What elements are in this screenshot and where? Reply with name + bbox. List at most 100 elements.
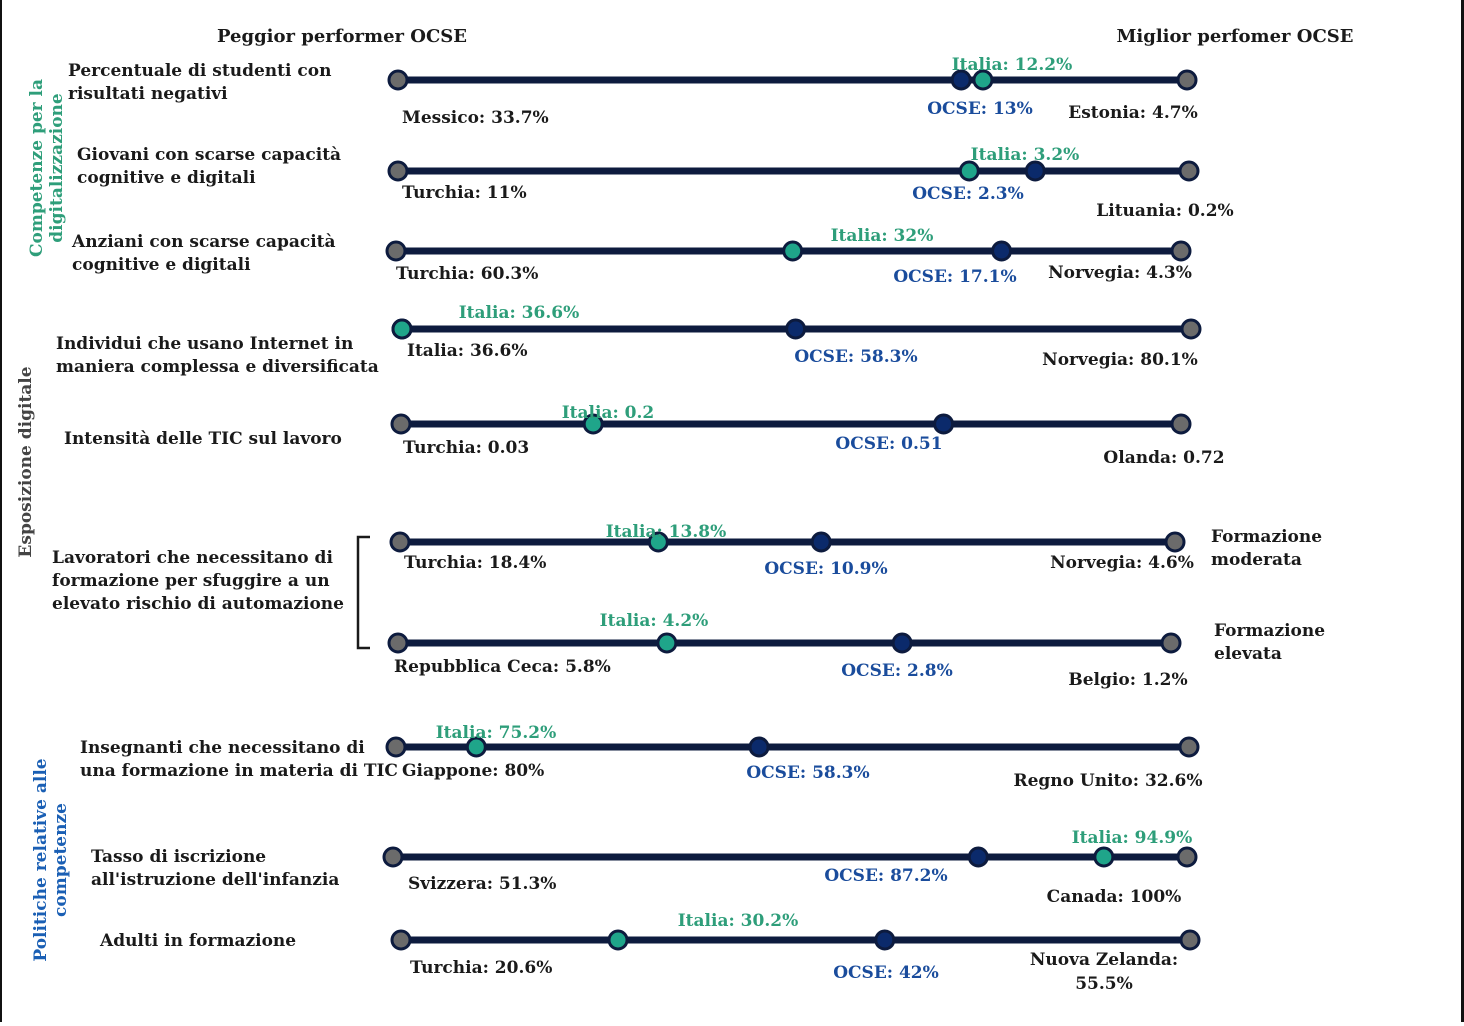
best-point <box>1176 846 1198 868</box>
chart-row: Percentuale di studenti con risultati neg… <box>68 55 1198 128</box>
oecd-point <box>874 929 896 951</box>
row-label: Insegnanti che necessitano di <box>80 738 365 758</box>
chart-row: Adulti in formazione Turchia: 20.6% Nuova … <box>99 911 1201 994</box>
group-label: moderata <box>1211 550 1302 570</box>
section-labels: Competenze per la digitalizzazione Esposiz… <box>16 79 71 962</box>
chart-row: Individui che usano Internet in maniera c… <box>56 303 1202 377</box>
italy-point <box>782 240 804 262</box>
section-label-line: competenze <box>51 803 71 917</box>
oecd-label: OCSE: 0.51 <box>835 434 942 454</box>
row-label: Tasso di iscrizione <box>91 847 266 867</box>
italy-label: Italia: 30.2% <box>678 911 799 931</box>
row-label-automation: elevato rischio di automazione <box>52 594 344 614</box>
italy-point <box>465 736 487 758</box>
best-label: Lituania: 0.2% <box>1096 201 1233 221</box>
oecd-point <box>967 846 989 868</box>
oecd-label: OCSE: 58.3% <box>794 347 917 367</box>
best-label: Estonia: 4.7% <box>1068 103 1197 123</box>
best-point <box>1178 160 1200 182</box>
worst-label: Messico: 33.7% <box>402 108 549 128</box>
section-label: Politiche relative alle competenze <box>31 758 71 961</box>
row-label: Adulti in formazione <box>99 931 296 951</box>
group-bracket <box>356 535 370 650</box>
row-label: risultati negativi <box>68 84 228 104</box>
best-label: 55.5% <box>1075 974 1133 994</box>
section-label-line: Politiche relative alle <box>31 758 51 961</box>
italy-point <box>656 632 678 654</box>
italy-label: Italia: 94.9% <box>1072 828 1193 848</box>
oecd-point <box>1024 160 1046 182</box>
section-label-line: digitalizzazione <box>47 93 67 243</box>
chart-row: Intensità delle TIC sul lavoro Turchia: 0… <box>64 403 1225 468</box>
row-label: cognitive e digitali <box>72 255 251 275</box>
worst-point <box>382 846 404 868</box>
best-point <box>1180 318 1202 340</box>
best-point <box>1160 632 1182 654</box>
worst-label: Turchia: 20.6% <box>410 958 552 978</box>
row-label: una formazione in materia di TIC <box>80 761 398 781</box>
row-label: Anziani con scarse capacità <box>71 232 336 252</box>
row-label: cognitive e digitali <box>77 168 256 188</box>
oecd-point <box>933 413 955 435</box>
row-label: Intensità delle TIC sul lavoro <box>64 429 342 449</box>
worst-label: Giappone: 80% <box>402 761 544 781</box>
worst-label: Turchia: 60.3% <box>396 264 538 284</box>
row-label-automation: formazione per sfuggire a un <box>52 571 330 591</box>
italy-label: Italia: 4.2% <box>600 611 709 631</box>
oecd-label: OCSE: 87.2% <box>824 866 947 886</box>
group-label: Formazione <box>1211 527 1322 547</box>
best-point <box>1179 929 1201 951</box>
frame-right-border <box>1461 0 1464 1022</box>
worst-point <box>390 413 412 435</box>
worst-point <box>387 160 409 182</box>
frame-left-border <box>0 0 2 1022</box>
italy-label: Italia: 13.8% <box>606 522 727 542</box>
italy-label: Italia: 75.2% <box>436 723 557 743</box>
section-label-line: Competenze per la <box>27 79 47 257</box>
best-point <box>1170 413 1192 435</box>
row-label-automation: Lavoratori che necessitano di <box>52 548 333 568</box>
best-label: Regno Unito: 32.6% <box>1013 771 1202 791</box>
oecd-point <box>785 318 807 340</box>
best-point <box>1170 240 1192 262</box>
best-label: Norvegia: 4.3% <box>1048 263 1192 283</box>
best-label: Belgio: 1.2% <box>1068 670 1187 690</box>
italy-label: Italia: 3.2% <box>971 145 1080 165</box>
best-label: Olanda: 0.72 <box>1103 448 1224 468</box>
oecd-label: OCSE: 2.3% <box>912 184 1024 204</box>
worst-label: Turchia: 11% <box>402 183 527 203</box>
best-label: Nuova Zelanda: <box>1030 950 1178 970</box>
group-annotations: Lavoratori che necessitano di formazione … <box>52 527 1325 664</box>
italy-point <box>958 160 980 182</box>
worst-point <box>390 929 412 951</box>
oecd-point <box>891 632 913 654</box>
oecd-label: OCSE: 42% <box>833 963 939 983</box>
worst-label: Repubblica Ceca: 5.8% <box>394 657 611 677</box>
oecd-label: OCSE: 17.1% <box>893 267 1016 287</box>
worst-point <box>387 632 409 654</box>
worst-label: Turchia: 0.03 <box>403 438 529 458</box>
chart-row: Anziani con scarse capacità cognitive e d… <box>71 226 1192 287</box>
worst-label: Italia: 36.6% <box>407 341 528 361</box>
worst-label: Turchia: 18.4% <box>404 553 546 573</box>
group-label: Formazione <box>1214 621 1325 641</box>
italy-point <box>607 929 629 951</box>
italy-label: Italia: 32% <box>831 226 934 246</box>
best-label: Norvegia: 80.1% <box>1042 350 1198 370</box>
italy-point <box>1093 846 1115 868</box>
italy-label: Italia: 12.2% <box>952 55 1073 75</box>
row-label: maniera complessa e diversificata <box>56 357 379 377</box>
row-label: Giovani con scarse capacità <box>77 145 341 165</box>
section-label: Competenze per la digitalizzazione <box>27 79 67 257</box>
italy-point <box>391 318 413 340</box>
oecd-point <box>748 736 770 758</box>
oecd-point <box>810 531 832 553</box>
oecd-label: OCSE: 13% <box>927 99 1033 119</box>
italy-point <box>972 69 994 91</box>
italy-label: Italia: 0.2 <box>562 403 655 423</box>
worst-point <box>385 736 407 758</box>
best-point <box>1164 531 1186 553</box>
worst-point <box>385 240 407 262</box>
chart-row: Repubblica Ceca: 5.8% Belgio: 1.2% OCSE: 2… <box>387 611 1188 690</box>
